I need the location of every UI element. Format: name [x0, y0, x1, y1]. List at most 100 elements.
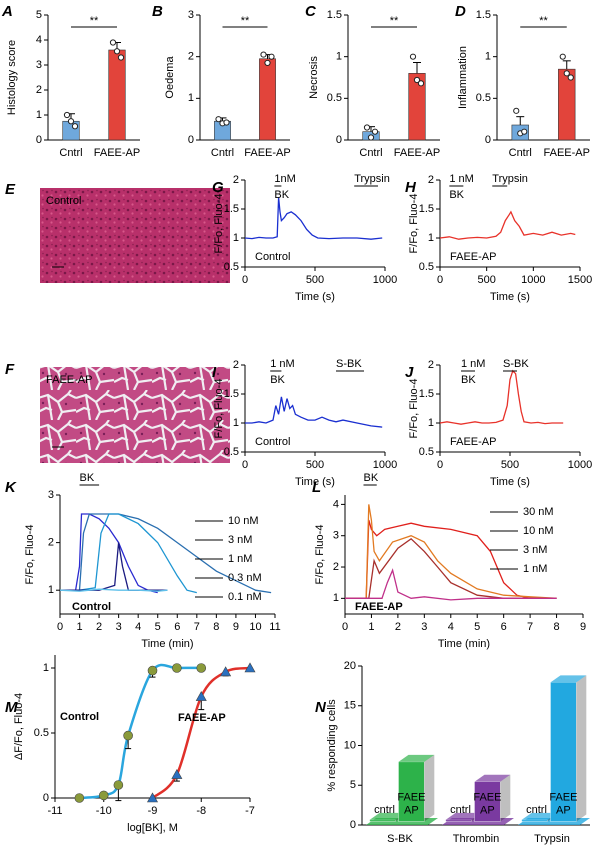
legend-label: 0.1 nM [228, 591, 262, 603]
data-point [195, 690, 207, 701]
data-point [172, 663, 182, 673]
panel-letter: F [5, 361, 15, 378]
y-tick-label: 0 [36, 134, 42, 146]
y-tick-label: 1.5 [419, 203, 434, 215]
trace [245, 396, 383, 428]
condition-label: FAEE-AP [450, 436, 496, 448]
panel-letter: M [5, 699, 18, 716]
series-label: FAEE-AP [178, 712, 226, 724]
bar-label: FAEE [473, 791, 501, 803]
data-point [268, 53, 275, 60]
data-point [409, 53, 417, 60]
y-tick-label: 1.5 [224, 388, 239, 400]
data-point [220, 666, 232, 677]
legend-label: 3 nM [523, 544, 547, 556]
x-tick-label: 9 [233, 621, 239, 633]
stimulus-label: S-BK [336, 358, 362, 370]
x-tick-label: FAEE-AP [394, 147, 440, 159]
data-point [413, 76, 421, 84]
x-tick-label: Cntrl [59, 147, 82, 159]
y-tick-label: 2 [333, 561, 339, 573]
data-point [98, 790, 109, 801]
y-axis-label: F/Fo, Fluo-4 [408, 379, 420, 439]
data-point [417, 80, 425, 87]
x-tick-label: 5 [155, 621, 161, 633]
data-point [215, 116, 222, 123]
x-tick-label: S-BK [387, 833, 413, 845]
stimulus-label: BK [449, 189, 464, 201]
x-tick-label: 7 [194, 621, 200, 633]
stimulus-label: 1 nM [461, 358, 485, 370]
stimulus-label: S-BK [503, 358, 529, 370]
bar-label: cntrl [526, 804, 547, 816]
bar-label: FAEE [397, 791, 425, 803]
y-tick-label: 0.5 [224, 261, 239, 273]
x-tick-label: 9 [580, 621, 586, 633]
data-point [244, 662, 256, 673]
bar [369, 819, 396, 822]
data-point [147, 665, 158, 676]
y-tick-label: 5 [350, 779, 356, 791]
bar [108, 49, 126, 141]
y-tick-label: 2 [233, 174, 239, 186]
x-tick-label: FAEE-AP [244, 147, 290, 159]
y-tick-label: 2 [188, 51, 194, 63]
y-tick-label: 2 [428, 174, 434, 186]
significance: ** [539, 15, 548, 27]
panel-letter: A [1, 3, 13, 20]
y-tick-label: 0.5 [476, 92, 491, 104]
data-point [67, 118, 75, 125]
x-tick-label: -11 [47, 805, 62, 817]
x-tick-label: FAEE-AP [94, 147, 140, 159]
panel-letter: G [212, 179, 224, 196]
trace [345, 537, 557, 599]
y-tick-label: 1 [428, 417, 434, 429]
x-tick-label: Thrombin [453, 833, 499, 845]
condition-label: Control [255, 251, 290, 263]
stimulus-label: BK [80, 472, 95, 484]
data-point [223, 119, 230, 126]
trace [345, 519, 557, 599]
x-tick-label: 0 [242, 274, 248, 286]
data-point [117, 54, 125, 61]
micrograph [40, 188, 230, 283]
y-axis-label: F/Fo, Fluo-4 [213, 379, 225, 439]
y-tick-label: 0 [485, 134, 491, 146]
data-point [74, 793, 85, 803]
y-tick-label: 1 [48, 584, 54, 596]
stimulus-label: BK [364, 472, 379, 484]
y-tick-label: 0 [350, 819, 356, 831]
micrograph [40, 367, 230, 463]
x-tick-label: -8 [196, 805, 206, 817]
fit-curve [151, 666, 251, 799]
x-tick-label: 6 [174, 621, 180, 633]
y-axis-label: Inflammation [457, 46, 469, 109]
panel-letter: L [312, 479, 321, 496]
y-tick-label: 1 [43, 662, 49, 674]
y-axis-label: Oedema [164, 56, 176, 99]
x-tick-label: 3 [116, 621, 122, 633]
x-axis-label: Time (min) [141, 638, 193, 650]
stimulus-label: BK [274, 189, 289, 201]
bar-label: AP [404, 804, 419, 816]
y-tick-label: 4 [36, 34, 42, 46]
condition-label: FAEE-AP [450, 251, 496, 263]
trace [60, 513, 158, 594]
bar-top [369, 812, 406, 820]
y-axis-label: F/Fo, Fluo-4 [314, 525, 326, 585]
x-tick-label: 1000 [373, 274, 397, 286]
data-point [567, 74, 574, 81]
x-axis-label: log[BK], M [127, 822, 178, 834]
legend-label: 30 nM [523, 506, 554, 518]
significance: ** [390, 15, 399, 27]
y-axis-label: Necrosis [308, 56, 320, 99]
trace [244, 197, 383, 240]
data-point [113, 780, 124, 790]
x-tick-label: 7 [527, 621, 533, 633]
y-tick-label: 2 [48, 537, 54, 549]
x-tick-label: 500 [501, 459, 519, 471]
x-tick-label: 1 [76, 621, 82, 633]
y-tick-label: 0 [336, 134, 342, 146]
x-tick-label: 500 [306, 274, 324, 286]
